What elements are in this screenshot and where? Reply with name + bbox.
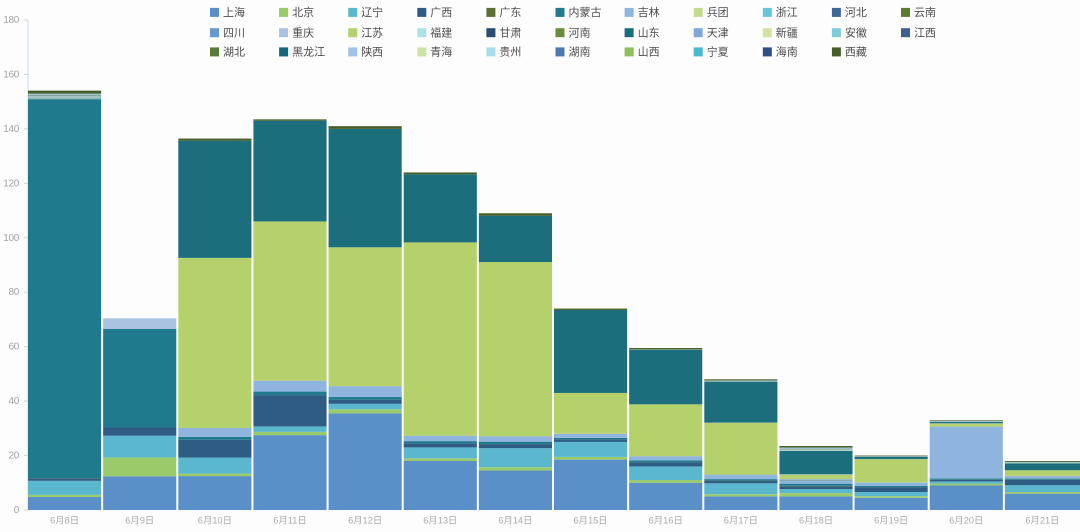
- svg-text:6月14日: 6月14日: [498, 516, 532, 526]
- svg-text:西藏: 西藏: [845, 46, 867, 59]
- svg-text:新疆: 新疆: [776, 25, 798, 39]
- svg-text:0: 0: [14, 505, 20, 516]
- svg-text:云南: 云南: [914, 6, 936, 19]
- svg-text:天津: 天津: [707, 26, 729, 39]
- svg-text:60: 60: [8, 342, 19, 353]
- svg-text:兵团: 兵团: [707, 6, 729, 19]
- svg-text:安徽: 安徽: [845, 25, 867, 39]
- svg-text:广东: 广东: [499, 6, 521, 19]
- svg-text:100: 100: [3, 233, 20, 244]
- svg-text:浙江: 浙江: [776, 6, 798, 19]
- svg-text:辽宁: 辽宁: [361, 5, 383, 19]
- svg-text:6月21日: 6月21日: [1025, 516, 1059, 526]
- svg-text:江西: 江西: [914, 26, 936, 39]
- svg-text:陕西: 陕西: [361, 45, 383, 59]
- svg-text:6月17日: 6月17日: [724, 516, 758, 526]
- svg-text:广西: 广西: [430, 6, 452, 19]
- svg-text:海南: 海南: [776, 45, 798, 59]
- svg-text:内蒙古: 内蒙古: [569, 5, 602, 19]
- svg-text:四川: 四川: [223, 27, 245, 39]
- svg-text:120: 120: [3, 178, 20, 189]
- svg-text:黑龙江: 黑龙江: [292, 46, 325, 59]
- svg-text:湖南: 湖南: [569, 46, 591, 59]
- svg-text:湖北: 湖北: [223, 46, 245, 59]
- svg-text:福建: 福建: [430, 25, 452, 39]
- svg-text:80: 80: [8, 287, 19, 298]
- svg-text:6月12日: 6月12日: [348, 516, 382, 526]
- svg-text:河南: 河南: [569, 26, 591, 39]
- svg-text:6月15日: 6月15日: [574, 516, 608, 526]
- svg-text:6月18日: 6月18日: [799, 516, 833, 526]
- svg-text:北京: 北京: [292, 5, 314, 19]
- svg-text:180: 180: [3, 15, 20, 26]
- svg-text:吉林: 吉林: [638, 5, 660, 19]
- svg-text:青海: 青海: [430, 45, 452, 59]
- svg-text:6月20日: 6月20日: [949, 516, 983, 526]
- svg-text:160: 160: [3, 69, 20, 80]
- svg-text:6月16日: 6月16日: [649, 516, 683, 526]
- svg-text:6月11日: 6月11日: [273, 516, 306, 526]
- svg-text:江苏: 江苏: [361, 26, 383, 39]
- svg-text:山东: 山东: [638, 26, 660, 39]
- svg-text:6月19日: 6月19日: [874, 516, 908, 526]
- svg-text:20: 20: [8, 451, 19, 462]
- svg-text:上海: 上海: [223, 5, 245, 19]
- svg-text:40: 40: [8, 396, 19, 407]
- svg-text:140: 140: [3, 124, 20, 135]
- svg-text:河北: 河北: [845, 6, 867, 19]
- svg-text:贵州: 贵州: [499, 46, 521, 59]
- svg-text:6月10日: 6月10日: [198, 516, 232, 526]
- svg-text:重庆: 重庆: [292, 25, 314, 39]
- svg-text:山西: 山西: [638, 46, 660, 59]
- svg-text:甘肃: 甘肃: [499, 26, 521, 39]
- svg-text:6月9日: 6月9日: [125, 516, 154, 526]
- svg-text:6月8日: 6月8日: [50, 516, 79, 526]
- svg-text:宁夏: 宁夏: [707, 45, 729, 59]
- svg-text:6月13日: 6月13日: [423, 516, 457, 526]
